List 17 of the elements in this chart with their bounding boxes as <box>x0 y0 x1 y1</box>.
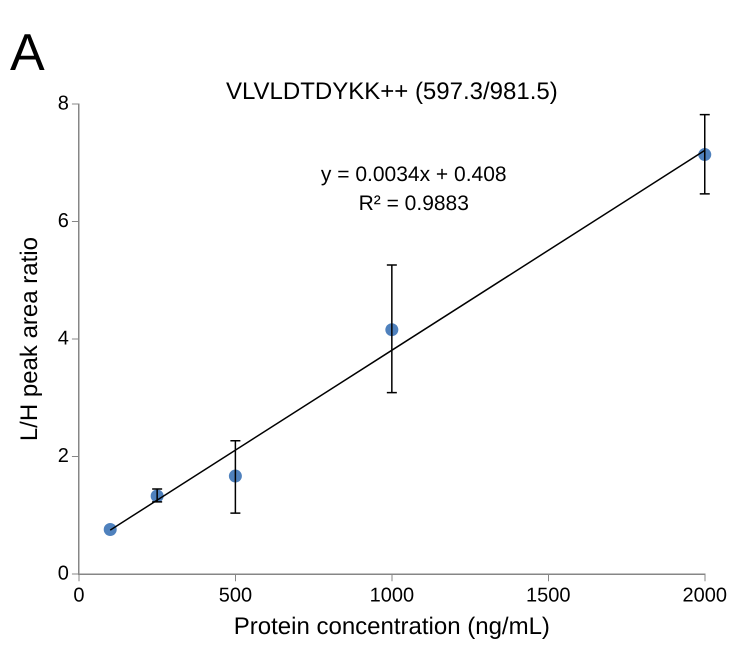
y-tick-label: 8 <box>58 92 69 115</box>
text: A <box>10 24 45 82</box>
point <box>104 523 117 536</box>
x-axis-title: Protein concentration (ng/mL) <box>234 613 550 640</box>
x-tick-label: 2000 <box>682 584 728 607</box>
x-tick-label: 500 <box>218 584 252 607</box>
y-tick-label: 6 <box>58 210 69 232</box>
y-tick-label: 4 <box>58 328 69 350</box>
x-tick-label: 1000 <box>370 584 414 607</box>
y-axis-title: L/H peak area ratio <box>16 237 44 442</box>
y-tick-label: 2 <box>58 445 69 468</box>
chart-title: VLVLDTDYKK++ (597.3/981.5) <box>226 78 558 105</box>
x-tick-label: 0 <box>73 584 84 607</box>
annotation: R² = 0.9883 <box>358 192 469 215</box>
annotation: y = 0.0034x + 0.408 <box>320 163 507 186</box>
y-tick-label: 0 <box>58 562 69 585</box>
x-tick-label: 1500 <box>526 584 571 607</box>
